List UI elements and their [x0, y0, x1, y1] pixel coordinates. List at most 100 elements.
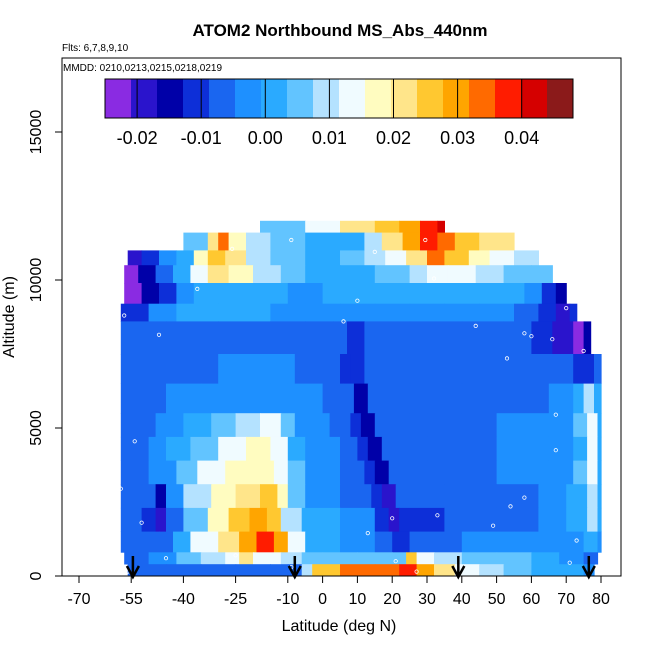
heatmap-cell [587, 484, 599, 509]
colorbar-swatch [365, 79, 392, 118]
sample-point [581, 348, 586, 354]
heatmap-cell [416, 552, 435, 565]
heatmap-cell [531, 552, 560, 565]
heatmap-cell [583, 383, 595, 414]
heatmap-cell [260, 220, 306, 233]
heatmap-cell [367, 436, 383, 461]
heatmap-cell [253, 460, 275, 485]
heatmap-cell [176, 552, 202, 565]
heatmap-cell [148, 303, 177, 322]
heatmap-cell [193, 250, 209, 266]
heatmap-cell [399, 564, 418, 577]
heatmap-cell [559, 564, 585, 577]
heatmap-cell [253, 552, 282, 565]
heatmap-cell [374, 460, 390, 485]
sample-point [564, 305, 569, 311]
heatmap-cell [148, 460, 164, 485]
heatmap-cell [155, 265, 174, 284]
heatmap-cell [381, 436, 428, 461]
sample-point [341, 319, 346, 324]
heatmap-cell [548, 460, 574, 485]
colorbar-swatch [183, 79, 210, 118]
heatmap-cell [270, 250, 306, 266]
sample-point [473, 323, 478, 328]
sample-point [122, 313, 127, 318]
heatmap-cell [364, 321, 411, 355]
heatmap-cell [120, 484, 143, 509]
heatmap-cell [573, 436, 588, 461]
heatmap-cell [594, 383, 602, 414]
heatmap-cell [280, 265, 306, 284]
heatmap-cell [461, 321, 505, 355]
heatmap-cell [531, 321, 553, 355]
heatmap-cell [280, 507, 303, 532]
heatmap-cell [454, 232, 480, 251]
heatmap-cell [155, 484, 167, 509]
heatmap-cell [388, 460, 428, 485]
heatmap-cell [120, 303, 150, 322]
heatmap-cell [340, 564, 376, 577]
heatmap-cell [329, 413, 352, 438]
x-tick-label: -70 [67, 591, 90, 608]
x-axis-label: Latitude (deg N) [282, 618, 397, 635]
heatmap-cell [200, 564, 237, 577]
heatmap-cell [479, 303, 515, 322]
sample-point [567, 560, 572, 565]
heatmap-cell [124, 265, 139, 284]
colorbar-tick-label: -0.01 [181, 128, 222, 148]
heatmap-cell [371, 484, 383, 509]
x-axis: -70 -55 -40 -25 -10 0 10 20 30 40 50 60 70 80 [67, 576, 610, 608]
sample-point [372, 249, 377, 254]
heatmap-cell [141, 283, 160, 305]
heatmap-cell [559, 552, 585, 565]
colorbar-swatch [417, 79, 444, 118]
heatmap-cell [475, 265, 505, 284]
heatmap-cell [587, 460, 599, 485]
sample-point [118, 486, 123, 491]
heatmap-cell [207, 232, 219, 251]
x-tick-label: 30 [418, 591, 436, 608]
heatmap-cell [583, 552, 599, 565]
heatmap-cell [353, 383, 369, 414]
heatmap-cell [364, 232, 383, 251]
profile-arrows [125, 556, 596, 580]
colorbar-tick-label: 0.02 [376, 128, 411, 148]
heatmap-cell [360, 413, 376, 438]
colorbar-tick-label: 0.04 [504, 128, 539, 148]
heatmap-cell [211, 413, 237, 438]
heatmap-cell [294, 413, 331, 438]
heatmap-cell [260, 484, 278, 509]
heatmap-cell [503, 265, 532, 284]
heatmap-cell [461, 354, 515, 384]
heatmap-cell [225, 460, 254, 485]
heatmap-cell [228, 265, 254, 284]
sample-point [435, 513, 440, 518]
heatmap-cell [218, 321, 271, 355]
heatmap-cell [176, 250, 195, 266]
heatmap-cell [273, 460, 289, 485]
heatmap-cell [200, 383, 237, 414]
heatmap-cell [322, 283, 358, 305]
heatmap-cell [434, 552, 463, 565]
heatmap-cell [427, 265, 449, 284]
heatmap-cell [270, 436, 289, 461]
heatmap-cell [597, 413, 602, 438]
heatmap-cell [301, 507, 341, 532]
colorbar-swatch [131, 79, 158, 118]
profile-arrow-head [451, 565, 466, 580]
heatmap-cells [120, 220, 602, 577]
heatmap-cell [447, 265, 477, 284]
heatmap-cell [124, 283, 143, 305]
sample-points [118, 237, 586, 574]
heatmap-cell [496, 436, 550, 461]
heatmap-cell [350, 413, 362, 438]
heatmap-cell [573, 354, 595, 384]
sample-point [163, 556, 169, 561]
heatmap-cell [120, 531, 143, 553]
heatmap-cell [427, 283, 463, 305]
heatmap-cell [531, 564, 560, 577]
heatmap-cell [514, 250, 539, 266]
heatmap-cell [305, 303, 341, 322]
profile-arrow-head [125, 565, 140, 580]
heatmap-cell [496, 507, 539, 532]
